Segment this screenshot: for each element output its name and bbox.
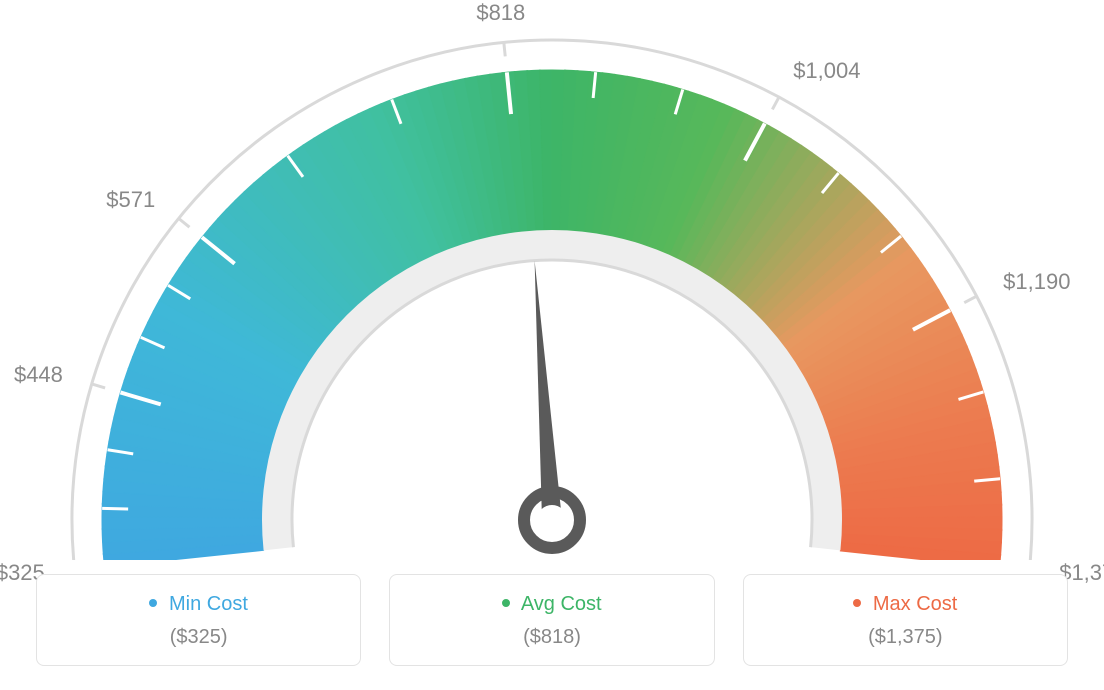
- legend-title-avg: Avg Cost: [400, 593, 703, 616]
- tick-label: $1,004: [793, 58, 860, 84]
- legend-card-max: Max Cost ($1,375): [743, 574, 1068, 666]
- dot-icon: [502, 599, 510, 607]
- gauge-chart: $325$448$571$818$1,004$1,190$1,375: [0, 0, 1104, 560]
- tick-label: $571: [106, 187, 155, 213]
- legend-card-min: Min Cost ($325): [36, 574, 361, 666]
- legend-title-text: Avg Cost: [521, 593, 602, 615]
- legend-row: Min Cost ($325) Avg Cost ($818) Max Cost…: [36, 574, 1068, 666]
- legend-card-avg: Avg Cost ($818): [389, 574, 714, 666]
- legend-title-text: Max Cost: [873, 593, 957, 615]
- legend-title-text: Min Cost: [169, 593, 248, 615]
- chart-container: $325$448$571$818$1,004$1,190$1,375 Min C…: [0, 0, 1104, 690]
- legend-value-avg: ($818): [400, 626, 703, 649]
- legend-title-min: Min Cost: [47, 593, 350, 616]
- tick-label: $448: [14, 362, 63, 388]
- tick-label: $1,190: [1003, 269, 1070, 295]
- legend-value-max: ($1,375): [754, 626, 1057, 649]
- tick-label: $818: [476, 0, 525, 26]
- gauge-svg: [0, 0, 1104, 560]
- legend-title-max: Max Cost: [754, 593, 1057, 616]
- dot-icon: [149, 599, 157, 607]
- legend-value-min: ($325): [47, 626, 350, 649]
- dot-icon: [853, 599, 861, 607]
